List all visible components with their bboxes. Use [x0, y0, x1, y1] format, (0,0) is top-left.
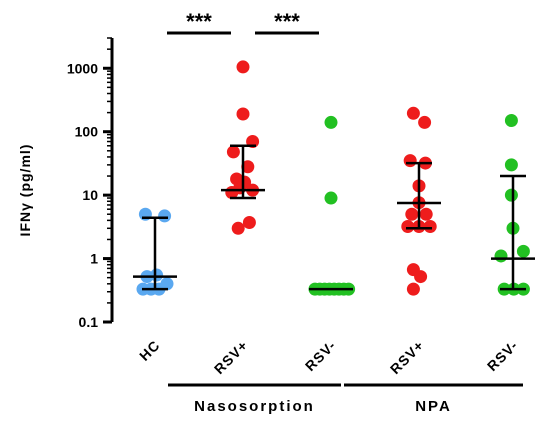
y-axis-label: IFNγ (pg/ml) — [17, 144, 33, 237]
data-point — [236, 60, 250, 74]
data-point — [226, 145, 240, 159]
data-point — [516, 244, 530, 258]
data-point — [236, 107, 250, 121]
data-point — [418, 115, 432, 129]
data-point — [158, 209, 172, 223]
data-point — [419, 207, 433, 221]
category-label: RSV+ — [387, 337, 427, 377]
data-point — [423, 220, 437, 234]
data-point — [233, 181, 247, 195]
data-point — [403, 154, 417, 168]
data-point — [160, 277, 174, 291]
data-point — [414, 270, 428, 284]
series-4 — [491, 114, 535, 296]
y-tick-label: 1 — [90, 251, 98, 267]
category-label: RSV+ — [211, 337, 251, 377]
y-tick-label: 10 — [82, 187, 98, 203]
category-label: HC — [136, 337, 163, 364]
data-point — [242, 216, 256, 230]
series-3 — [397, 106, 441, 296]
axes: 0.1 1 10 100 1000 — [67, 37, 114, 330]
data-point — [241, 160, 255, 174]
data-point — [231, 221, 245, 235]
plot-area — [133, 60, 535, 296]
series-0 — [133, 207, 177, 296]
significance-bars: *** *** — [167, 9, 319, 35]
y-tick-label: 100 — [75, 124, 99, 140]
data-point — [406, 282, 420, 296]
data-point — [401, 220, 415, 234]
significance-label: *** — [274, 9, 300, 34]
series-2 — [308, 115, 356, 296]
category-labels: HC RSV+ RSV- RSV+ RSV- Nasosorption NPA — [136, 337, 523, 415]
data-point — [504, 158, 518, 172]
data-point — [324, 191, 338, 205]
significance-label: *** — [186, 9, 212, 34]
group-label: NPA — [415, 398, 452, 415]
data-point — [405, 207, 419, 221]
category-label: RSV- — [302, 337, 339, 374]
series-1 — [221, 60, 265, 235]
data-point — [494, 249, 508, 263]
group-label: Nasosorption — [194, 398, 315, 415]
data-point — [504, 188, 518, 202]
category-label: RSV- — [484, 337, 521, 374]
data-point — [150, 268, 164, 282]
y-tick-label: 0.1 — [79, 314, 99, 330]
data-point — [504, 114, 518, 128]
data-point — [406, 106, 420, 120]
y-tick-label: 1000 — [67, 60, 98, 76]
data-point — [324, 115, 338, 129]
